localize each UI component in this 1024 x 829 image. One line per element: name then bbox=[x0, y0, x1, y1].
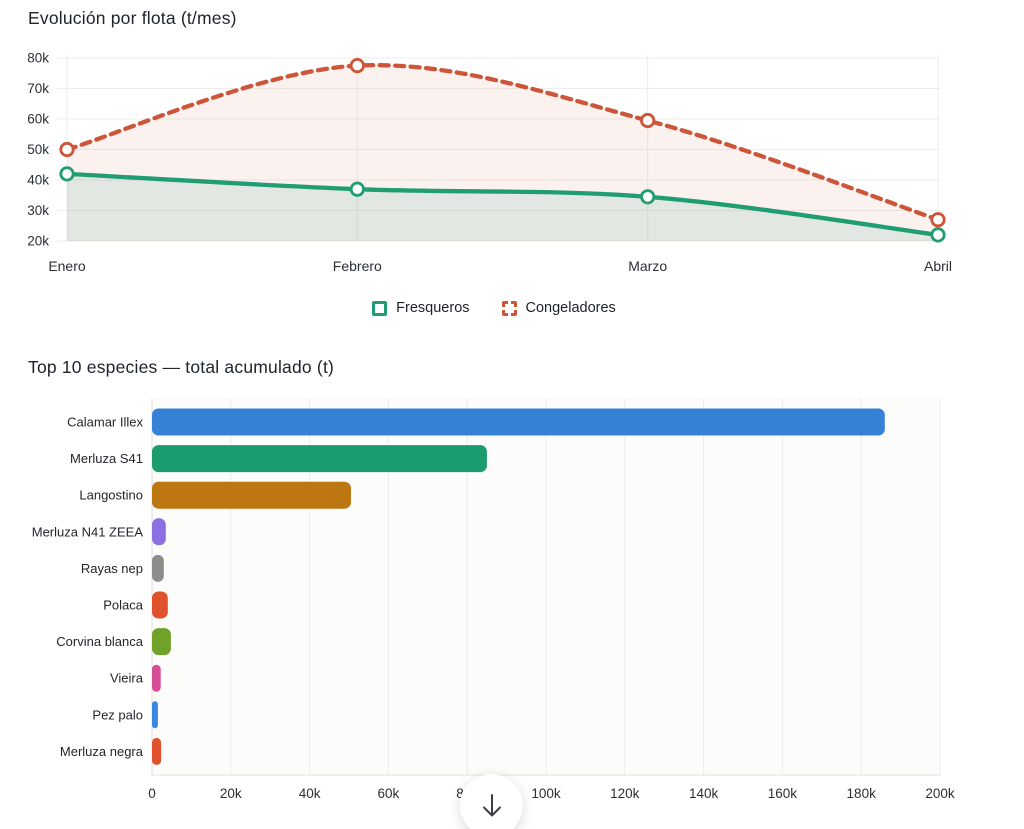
scroll-down-button[interactable] bbox=[460, 774, 523, 829]
line-series-congeladores[interactable] bbox=[64, 63, 941, 222]
category-label: Langostino bbox=[79, 488, 143, 503]
y-tick-label: 80k bbox=[27, 51, 49, 66]
y-tick-label: 50k bbox=[27, 142, 49, 157]
line-series-fresqueros[interactable] bbox=[64, 171, 941, 238]
bar-pez-palo[interactable] bbox=[152, 701, 158, 729]
x-tick-label: Febrero bbox=[333, 258, 382, 274]
especies-bar-chart: 020k40k60k80k100k120k140k160k180k200kCal… bbox=[0, 390, 1024, 829]
line-chart-legend: Fresqueros Congeladores bbox=[0, 290, 1006, 326]
data-point-fresqueros-febrero[interactable] bbox=[349, 181, 365, 197]
y-tick-label: 30k bbox=[27, 203, 49, 218]
area-fill-fresqueros bbox=[67, 173, 938, 241]
x-tick-label: 40k bbox=[299, 786, 321, 801]
bar-merluza-s41[interactable] bbox=[152, 445, 487, 473]
x-tick-label: 160k bbox=[768, 786, 798, 801]
category-label: Pez palo bbox=[92, 707, 143, 722]
x-tick-label: 20k bbox=[220, 786, 242, 801]
bar-merluza-n41-zeea[interactable] bbox=[152, 518, 166, 546]
category-label: Rayas nep bbox=[81, 561, 143, 576]
line-chart-title: Evolución por flota (t/mes) bbox=[28, 8, 237, 28]
data-point-congeladores-abril[interactable] bbox=[930, 212, 946, 228]
category-label: Calamar Illex bbox=[67, 415, 143, 430]
x-tick-label: 60k bbox=[378, 786, 400, 801]
x-tick-label: Marzo bbox=[628, 258, 667, 274]
data-point-congeladores-enero[interactable] bbox=[59, 141, 75, 158]
data-point-congeladores-febrero[interactable] bbox=[349, 58, 365, 74]
x-tick-label: Enero bbox=[48, 258, 86, 274]
legend-item-congeladores[interactable]: Congeladores bbox=[501, 300, 616, 316]
category-label: Vieira bbox=[110, 671, 144, 686]
x-tick-label: 100k bbox=[531, 786, 561, 801]
category-label: Merluza N41 ZEEA bbox=[32, 524, 144, 539]
bar-langostino[interactable] bbox=[152, 481, 351, 509]
legend-item-fresqueros[interactable]: Fresqueros bbox=[372, 300, 470, 316]
data-point-fresqueros-abril[interactable] bbox=[930, 227, 946, 243]
category-label: Corvina blanca bbox=[56, 634, 143, 649]
x-tick-label: Abril bbox=[924, 258, 952, 274]
category-label: Polaca bbox=[103, 598, 144, 613]
data-point-congeladores-marzo[interactable] bbox=[640, 112, 656, 129]
bar-polaca[interactable] bbox=[152, 591, 168, 619]
bar-merluza-negra[interactable] bbox=[152, 737, 162, 765]
data-point-fresqueros-marzo[interactable] bbox=[640, 189, 656, 205]
bar-rayas-nep[interactable] bbox=[152, 554, 164, 582]
bar-chart-title: Top 10 especies — total acumulado (t) bbox=[28, 357, 335, 377]
y-tick-label: 70k bbox=[27, 81, 49, 96]
x-tick-label: 200k bbox=[925, 786, 955, 801]
category-label: Merluza negra bbox=[60, 744, 144, 759]
congeladores-swatch-icon bbox=[501, 300, 517, 316]
y-tick-label: 40k bbox=[27, 173, 49, 188]
flota-line-chart: 80k 70k 60k 50k 40k 30k 20k Enero Febrero Marzo Ab… bbox=[0, 38, 1024, 278]
x-tick-label: 120k bbox=[610, 786, 640, 801]
y-tick-label: 20k bbox=[27, 234, 49, 249]
legend-label-congeladores: Congeladores bbox=[525, 300, 616, 316]
data-point-fresqueros-enero[interactable] bbox=[59, 166, 75, 182]
bar-corvina-blanca[interactable] bbox=[152, 628, 171, 656]
y-tick-label: 60k bbox=[27, 112, 49, 127]
area-fill-congeladores bbox=[67, 65, 938, 241]
down-arrow-icon bbox=[482, 793, 501, 816]
x-tick-label: 0 bbox=[148, 786, 156, 801]
x-tick-label: 180k bbox=[847, 786, 877, 801]
category-label: Merluza S41 bbox=[70, 451, 143, 466]
bar-calamar-illex[interactable] bbox=[152, 408, 885, 436]
legend-label-fresqueros: Fresqueros bbox=[396, 300, 470, 316]
bar-vieira[interactable] bbox=[152, 664, 161, 692]
fresqueros-swatch-icon bbox=[372, 300, 388, 316]
x-tick-label: 140k bbox=[689, 786, 719, 801]
